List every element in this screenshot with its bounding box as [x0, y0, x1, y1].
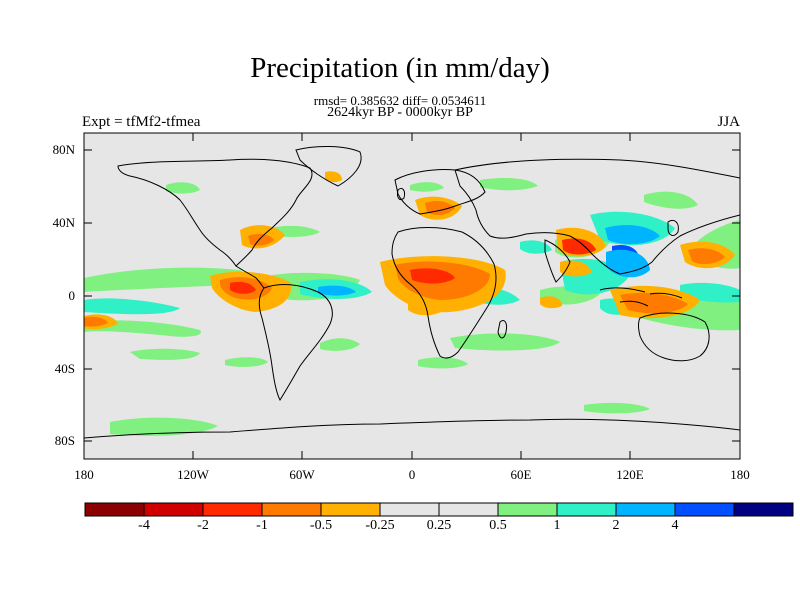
colorbar-label: 0.25: [426, 518, 452, 533]
anomaly-patch: [560, 260, 592, 277]
colorbar-label: 2: [612, 518, 620, 533]
colorbar-box: [674, 502, 735, 517]
colorbar-box: [733, 502, 794, 517]
anomaly-patch: [480, 178, 538, 191]
anomaly-patch: [584, 402, 650, 414]
colorbar-label: 1: [553, 518, 561, 533]
colorbar-label: -4: [138, 518, 150, 533]
lat-label-40n: 40N: [52, 215, 75, 230]
coastline-africa: [391, 227, 497, 359]
coastline-south-america: [258, 284, 333, 402]
anomaly-patch: [110, 417, 218, 436]
coastline-uk: [397, 187, 405, 201]
anomaly-patch: [520, 240, 552, 254]
colorbar-box: [261, 502, 322, 517]
colorbar-box: [556, 502, 617, 517]
coastline-madagascar: [497, 319, 507, 339]
anomaly-patch: [410, 182, 444, 192]
anomaly-patch: [540, 296, 562, 309]
anomaly-patch: [606, 249, 650, 278]
colorbar-label: -1: [256, 518, 268, 533]
anomaly-patch: [230, 281, 256, 294]
lon-label-120w: 120W: [177, 467, 209, 482]
lat-label-40s: 40S: [54, 361, 75, 376]
anomaly-patch: [248, 233, 274, 246]
coastlines: [84, 145, 740, 439]
colorbar-box: [438, 502, 499, 517]
anomaly-patch: [620, 292, 688, 314]
experiment-label: Expt = tfMf2-tfmea: [82, 114, 201, 130]
anomaly-patch: [410, 268, 455, 284]
anomaly-patch: [320, 338, 360, 351]
anomaly-patch: [688, 248, 725, 265]
lat-label-80s: 80S: [54, 433, 75, 448]
lon-label-180w: 180: [74, 467, 94, 482]
anomaly-patch: [605, 224, 660, 245]
lon-label-60e: 60E: [510, 467, 532, 482]
period-label: 2624kyr BP - 0000kyr BP: [327, 105, 473, 120]
coastline-north-america: [117, 158, 313, 267]
colorbar-box: [202, 502, 263, 517]
season-label: JJA: [717, 114, 740, 130]
anomaly-patch: [166, 182, 200, 194]
colorbar-box: [84, 502, 145, 517]
lon-label-60w: 60W: [289, 467, 315, 482]
anomaly-field: [84, 171, 740, 436]
colorbar-label: -0.25: [365, 518, 395, 533]
anomaly-patch: [318, 285, 356, 296]
lon-label-0: 0: [408, 467, 416, 482]
lat-label-0: 0: [68, 288, 76, 303]
colorbar-label: -2: [197, 518, 209, 533]
anomaly-patch: [644, 191, 698, 209]
coastline-australia: [638, 312, 710, 362]
lat-label-80n: 80N: [52, 142, 75, 157]
colorbar-label: -0.5: [309, 518, 333, 533]
anomaly-patch: [84, 316, 108, 327]
plot-title: Precipitation (in mm/day): [250, 52, 550, 84]
colorbar-box: [143, 502, 204, 517]
anomaly-patch: [562, 238, 596, 255]
axis-ticks: [84, 133, 740, 459]
coastline-indonesia: [599, 287, 683, 307]
colorbar-box: [497, 502, 558, 517]
lon-label-180e: 180: [730, 467, 750, 482]
coastline-antarctica: [84, 418, 740, 439]
colorbar: [84, 502, 794, 517]
colorbar-label: 0.5: [489, 518, 507, 533]
anomaly-patch: [418, 357, 468, 369]
anomaly-patch: [84, 298, 180, 315]
colorbar-box: [320, 502, 381, 517]
coastline-europe: [394, 169, 486, 215]
colorbar-label: 4: [671, 518, 679, 533]
anomaly-patch: [130, 348, 200, 360]
coastline-greenland: [295, 145, 362, 187]
coastline-central-america: [235, 265, 265, 289]
anomaly-patch: [84, 267, 246, 292]
coastline-india: [544, 239, 571, 283]
colorbar-box: [615, 502, 676, 517]
anomaly-patch: [325, 171, 342, 183]
colorbar-box: [379, 502, 440, 517]
coastline-asia: [454, 158, 740, 275]
anomaly-patch: [408, 298, 445, 316]
anomaly-patch: [450, 333, 560, 351]
coastline-japan: [667, 219, 679, 236]
anomaly-patch: [225, 357, 268, 367]
lon-label-120e: 120E: [616, 467, 644, 482]
stats-line: rmsd= 0.385632 diff= 0.0534611: [313, 93, 487, 108]
